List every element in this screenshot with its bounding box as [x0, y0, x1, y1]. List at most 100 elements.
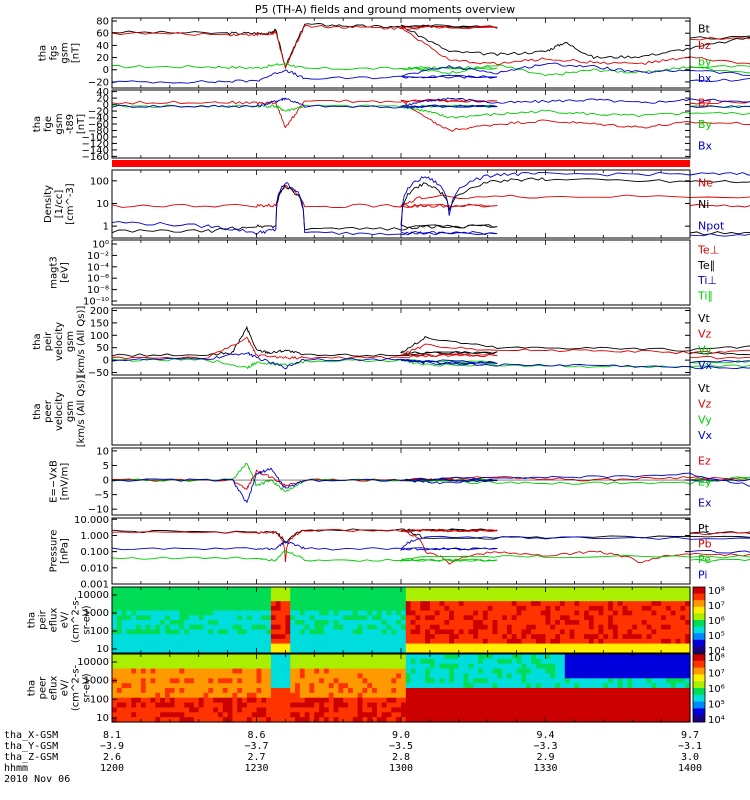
spectrogram-cell — [319, 663, 325, 670]
spectrogram-cell — [261, 658, 267, 665]
spectrogram-cell — [598, 707, 604, 713]
spectrogram-cell — [372, 707, 378, 713]
spectrogram-cell — [217, 648, 224, 654]
spectrogram-cell — [453, 707, 460, 713]
spectrogram-cell — [164, 673, 171, 679]
spectrogram-cell — [535, 605, 542, 612]
spectrogram-cell — [179, 668, 185, 675]
spectrogram-cell — [145, 587, 152, 593]
spectrogram-cell — [169, 620, 176, 626]
spectrogram-cell — [415, 712, 421, 718]
spectrogram-cell — [535, 697, 542, 704]
spectrogram-cell — [319, 673, 325, 679]
spectrogram-cell — [314, 634, 320, 640]
spectrogram-cell — [444, 620, 450, 626]
spectrogram-cell — [661, 605, 667, 612]
spectrogram-cell — [275, 654, 282, 660]
spectrogram-cell — [603, 624, 609, 631]
spectrogram-cell — [685, 620, 691, 626]
spectrogram-cell — [425, 717, 431, 723]
spectrogram-cell — [270, 683, 277, 689]
spectrogram-cell — [193, 596, 200, 602]
spectrogram-cell — [169, 688, 176, 694]
spectrogram-cell — [453, 591, 460, 598]
spectrogram-cell — [386, 712, 392, 718]
spectrogram-cell — [357, 634, 364, 640]
spectrogram-cell — [564, 712, 571, 718]
spectrogram-cell — [497, 688, 503, 694]
spectrogram-cell — [179, 643, 185, 649]
spectrogram-cell — [386, 702, 392, 709]
spectrogram-cell — [680, 683, 686, 689]
spectrogram-cell — [256, 683, 262, 689]
spectrogram-cell — [179, 620, 185, 626]
spectrogram-cell — [569, 629, 575, 635]
spectrogram-cell — [126, 620, 132, 626]
spectrogram-cell — [232, 702, 238, 709]
spectrogram-cell — [410, 615, 417, 621]
spectrogram-cell — [478, 673, 484, 679]
spectrogram-cell — [116, 688, 123, 694]
spectrogram-cell — [468, 692, 474, 699]
spectrogram-cell — [425, 707, 431, 713]
spectrogram-cell — [449, 615, 455, 621]
spectrogram-cell — [169, 697, 176, 704]
spectrogram-cell — [323, 624, 330, 631]
spectrogram-cell — [174, 638, 181, 645]
spectrogram-cell — [386, 648, 392, 654]
spectrogram-cell — [309, 601, 315, 607]
spectrogram-cell — [376, 620, 383, 626]
spectrogram-cell — [372, 654, 378, 660]
spectrogram-cell — [680, 591, 686, 598]
spectrogram-cell — [319, 697, 325, 704]
spectrogram-cell — [675, 663, 681, 670]
spectrogram-cell — [603, 673, 609, 679]
spectrogram-cell — [661, 702, 667, 709]
spectrogram-cell — [112, 688, 118, 694]
spectrogram-cell — [323, 692, 330, 699]
spectrogram-cell — [112, 654, 118, 660]
spectrogram-cell — [251, 678, 258, 684]
spectrogram-cell — [140, 601, 147, 607]
spectrogram-cell — [169, 601, 176, 607]
spectrogram-cell — [112, 634, 118, 640]
spectrogram-cell — [564, 673, 571, 679]
spectrogram-cell — [309, 707, 315, 713]
spectrogram-cell — [535, 648, 542, 654]
spectrogram-cell — [429, 605, 436, 612]
spectrogram-cell — [381, 702, 388, 709]
spectrogram-cell — [372, 634, 378, 640]
spectrogram-cell — [680, 601, 686, 607]
spectrogram-cell — [627, 591, 633, 598]
spectrogram-cell — [497, 673, 503, 679]
spectrogram-cell — [285, 648, 291, 654]
spectrogram-cell — [588, 668, 595, 675]
spectrogram-cell — [458, 591, 465, 598]
spectrogram-cell — [593, 638, 600, 645]
spectrogram-cell — [439, 605, 445, 612]
spectrogram-cell — [140, 605, 147, 612]
spectrogram-cell — [487, 634, 494, 640]
spectrogram-cell — [434, 702, 441, 709]
spectrogram-cell — [468, 601, 474, 607]
spectrogram-cell — [550, 697, 556, 704]
colorbar-tick-label: 10⁵ — [708, 631, 725, 642]
spectrogram-cell — [540, 712, 547, 718]
spectrogram-cell — [304, 692, 311, 699]
spectrogram-cell — [439, 620, 445, 626]
spectrogram-cell — [184, 678, 190, 684]
spectrogram-cell — [651, 605, 657, 612]
spectrogram-cell — [275, 668, 282, 675]
spectrogram-cell — [304, 605, 311, 612]
spectrogram-cell — [637, 697, 643, 704]
spectrogram-cell — [675, 643, 681, 649]
spectrogram-cell — [449, 697, 455, 704]
spectrogram-cell — [217, 688, 224, 694]
spectrogram-cell — [584, 668, 590, 675]
spectrogram-cell — [502, 717, 508, 723]
spectrogram-cell — [357, 648, 364, 654]
spectrogram-cell — [665, 610, 672, 616]
spectrogram-cell — [217, 663, 224, 670]
spectrogram-cell — [511, 678, 518, 684]
spectrogram-cell — [179, 678, 185, 684]
